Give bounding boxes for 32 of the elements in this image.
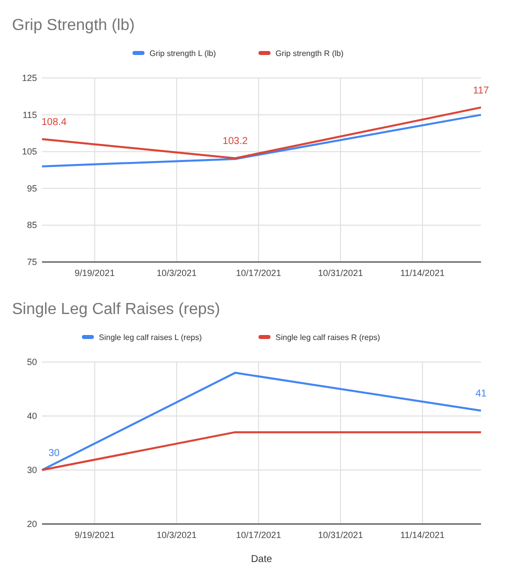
y-tick-label: 95 <box>26 183 37 194</box>
x-tick-label: 11/14/2021 <box>400 530 445 540</box>
legend-label: Grip strength R (lb) <box>276 49 344 58</box>
y-tick-label: 75 <box>26 257 37 267</box>
x-tick-label: 9/19/2021 <box>74 268 115 278</box>
x-tick-label: 10/3/2021 <box>156 268 197 278</box>
x-tick-label: 9/19/2021 <box>74 530 115 540</box>
y-tick-label: 20 <box>26 519 37 529</box>
x-tick-label: 10/31/2021 <box>318 530 364 540</box>
data-label: 103.2 <box>222 136 248 148</box>
legend-label: Single leg calf raises R (reps) <box>276 333 380 342</box>
y-tick-label: 40 <box>26 411 37 421</box>
x-tick-label: 10/3/2021 <box>156 530 197 540</box>
x-axis-title: Date <box>250 554 272 565</box>
y-tick-label: 50 <box>26 357 37 367</box>
data-label: 41 <box>475 388 487 400</box>
y-tick-label: 105 <box>22 146 37 157</box>
y-tick-label: 115 <box>22 110 37 120</box>
chart-title: Single Leg Calf Raises (reps) <box>12 301 220 318</box>
x-tick-label: 10/31/2021 <box>318 268 364 278</box>
chart-title: Grip Strength (lb) <box>12 17 135 34</box>
x-tick-label: 10/17/2021 <box>236 530 282 540</box>
data-label: 108.4 <box>41 117 67 128</box>
y-tick-label: 30 <box>26 465 37 475</box>
y-tick-label: 125 <box>22 73 37 83</box>
y-tick-label: 85 <box>26 220 37 230</box>
legend-label: Single leg calf raises L (reps) <box>98 333 202 342</box>
x-tick-label: 11/14/2021 <box>400 268 445 278</box>
data-label: 117 <box>473 85 490 96</box>
data-label: 30 <box>48 448 60 459</box>
x-tick-label: 10/17/2021 <box>236 268 282 278</box>
legend-label: Grip strength L (lb) <box>150 49 216 58</box>
